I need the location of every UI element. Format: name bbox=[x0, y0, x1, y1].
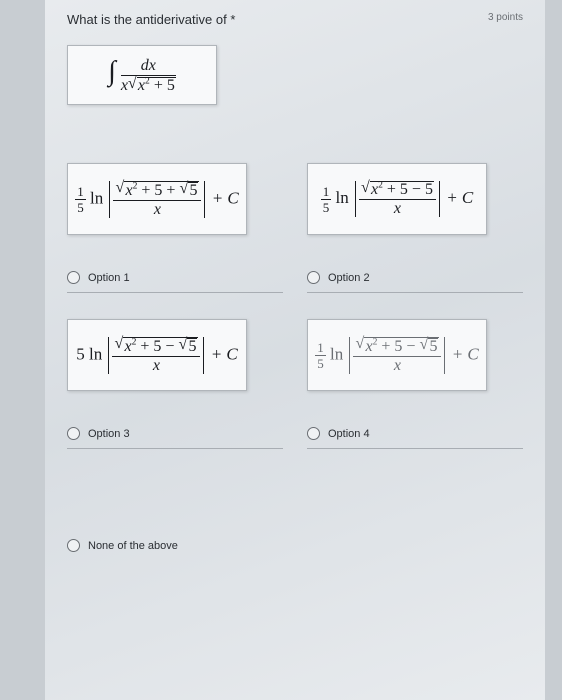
question-title: What is the antiderivative of * bbox=[67, 12, 235, 27]
option-1-label: Option 1 bbox=[88, 272, 130, 284]
required-asterisk: * bbox=[230, 12, 235, 27]
option-none-label: None of the above bbox=[88, 540, 178, 552]
option-3-row[interactable]: Option 3 bbox=[67, 423, 283, 442]
option-4-label: Option 4 bbox=[328, 428, 370, 440]
option-4-row[interactable]: Option 4 bbox=[307, 423, 523, 442]
question-page: What is the antiderivative of * 3 points… bbox=[45, 0, 545, 700]
option-2-formula: 15 ln x2 + 5 − 5 x + C bbox=[307, 163, 487, 235]
option-1-formula: 15 ln x2 + 5 + 5 x + C bbox=[67, 163, 247, 235]
integral-expression: ∫ dx xx2 + 5 bbox=[108, 56, 176, 93]
option-cell-1: 15 ln x2 + 5 + 5 x + C Option 1 bbox=[67, 163, 283, 293]
integrand-fraction: dx xx2 + 5 bbox=[121, 58, 176, 94]
integral-sign: ∫ bbox=[108, 56, 116, 87]
option-cell-3: 5 ln x2 + 5 − 5 x + C Option 3 bbox=[67, 319, 283, 449]
question-integral-card: ∫ dx xx2 + 5 bbox=[67, 45, 217, 105]
option-3-formula: 5 ln x2 + 5 − 5 x + C bbox=[67, 319, 247, 391]
question-text: What is the antiderivative of bbox=[67, 12, 227, 27]
radio-icon[interactable] bbox=[307, 427, 320, 440]
radio-icon[interactable] bbox=[307, 271, 320, 284]
den-x: x bbox=[121, 77, 128, 94]
option-4-formula: 15 ln x2 + 5 − 5 x + C bbox=[307, 319, 487, 391]
option-cell-4: 15 ln x2 + 5 − 5 x + C Option 4 bbox=[307, 319, 523, 449]
option-2-row[interactable]: Option 2 bbox=[307, 267, 523, 286]
dx: dx bbox=[141, 57, 156, 74]
radio-icon[interactable] bbox=[67, 271, 80, 284]
radio-icon[interactable] bbox=[67, 427, 80, 440]
radio-icon[interactable] bbox=[67, 539, 80, 552]
points-label: 3 points bbox=[488, 12, 523, 23]
option-cell-2: 15 ln x2 + 5 − 5 x + C Option 2 bbox=[307, 163, 523, 293]
option-none-row[interactable]: None of the above bbox=[67, 539, 523, 552]
question-header: What is the antiderivative of * 3 points bbox=[67, 12, 523, 27]
option-1-row[interactable]: Option 1 bbox=[67, 267, 283, 286]
option-3-label: Option 3 bbox=[88, 428, 130, 440]
option-2-label: Option 2 bbox=[328, 272, 370, 284]
options-grid: 15 ln x2 + 5 + 5 x + C Option 1 15 bbox=[67, 163, 523, 449]
